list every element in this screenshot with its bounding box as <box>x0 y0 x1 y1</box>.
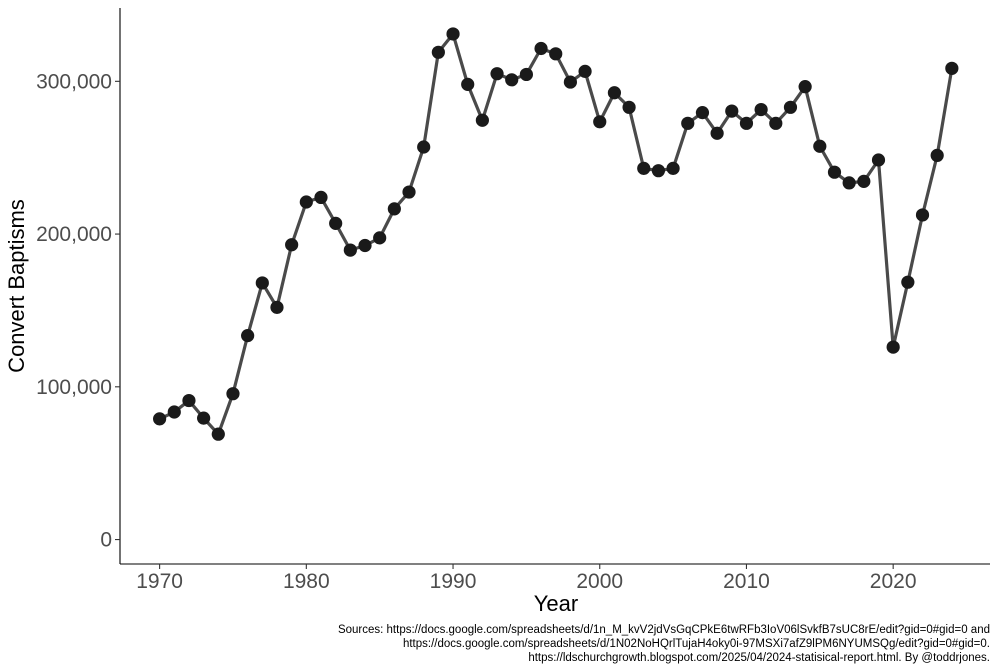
data-point <box>725 104 739 118</box>
data-point <box>695 106 710 120</box>
data-point <box>387 202 401 216</box>
data-point <box>475 113 489 127</box>
data-point <box>519 67 533 82</box>
data-point <box>167 405 181 419</box>
data-point <box>343 243 357 257</box>
data-point <box>563 75 578 89</box>
data-point <box>842 176 856 190</box>
y-tick-label: 300,000 <box>36 70 112 93</box>
data-point <box>901 275 915 289</box>
data-point <box>593 115 607 129</box>
data-point <box>710 126 724 140</box>
x-tick-label: 2010 <box>723 570 770 593</box>
data-point <box>417 140 431 154</box>
data-point <box>182 393 196 408</box>
data-point <box>857 174 871 188</box>
y-tick-label: 200,000 <box>36 223 112 246</box>
data-point <box>358 238 372 253</box>
y-tick-label: 0 <box>100 529 112 552</box>
caption-line-2: https://docs.google.com/spreadsheets/d/1… <box>402 638 990 650</box>
ticks-layer: 0 100,000 200,000 300,000 1970 1980 1990 2000 20… <box>36 70 916 593</box>
data-point <box>886 340 900 354</box>
data-point <box>446 27 460 41</box>
data-point <box>505 73 519 87</box>
data-point <box>578 64 592 78</box>
data-point <box>329 216 343 230</box>
data-point <box>549 47 563 61</box>
data-point <box>373 231 387 245</box>
data-point <box>490 67 504 81</box>
data-point <box>461 77 475 91</box>
data-point <box>314 190 328 205</box>
y-tick-label: 100,000 <box>36 376 112 399</box>
data-point <box>871 153 886 167</box>
data-point <box>534 41 548 56</box>
x-tick-label: 1970 <box>136 570 183 593</box>
data-point <box>651 164 666 178</box>
data-point <box>607 86 622 100</box>
data-point <box>666 161 680 175</box>
y-axis-title: Convert Baptisms <box>4 199 29 373</box>
data-point <box>285 238 299 252</box>
data-point <box>827 165 842 179</box>
data-point <box>681 116 695 130</box>
data-point <box>783 100 798 114</box>
data-point <box>930 148 944 162</box>
x-tick-label: 1990 <box>430 570 477 593</box>
x-tick-label: 2020 <box>870 570 917 593</box>
data-point <box>945 61 959 75</box>
data-point <box>153 412 167 426</box>
data-point <box>211 427 225 441</box>
data-point <box>299 195 313 209</box>
data-point <box>754 102 768 117</box>
caption-line-1: Sources: https://docs.google.com/spreads… <box>337 624 990 636</box>
data-point <box>739 116 754 130</box>
data-point <box>402 185 416 199</box>
caption-line-3: https://ldschurchgrowth.blogspot.com/202… <box>528 652 990 664</box>
axes <box>119 8 990 565</box>
data-point <box>813 139 827 153</box>
data-point <box>769 116 783 130</box>
convert-baptisms-chart: 0 100,000 200,000 300,000 1970 1980 1990 2000 20… <box>4 8 990 616</box>
data-point <box>637 161 651 175</box>
data-point <box>270 300 284 314</box>
data-point <box>431 45 445 59</box>
series-layer <box>153 27 959 441</box>
series-line <box>158 32 954 436</box>
x-tick-label: 2000 <box>576 570 623 593</box>
data-point <box>226 387 240 401</box>
data-point <box>915 208 930 222</box>
x-tick-label: 1980 <box>283 570 330 593</box>
x-axis-title: Year <box>534 591 578 616</box>
data-point <box>255 276 269 290</box>
data-point <box>622 100 636 114</box>
data-point <box>241 329 255 343</box>
sources-caption: Sources: https://docs.google.com/spreads… <box>10 623 990 665</box>
data-point <box>798 80 812 94</box>
data-point <box>197 411 211 425</box>
